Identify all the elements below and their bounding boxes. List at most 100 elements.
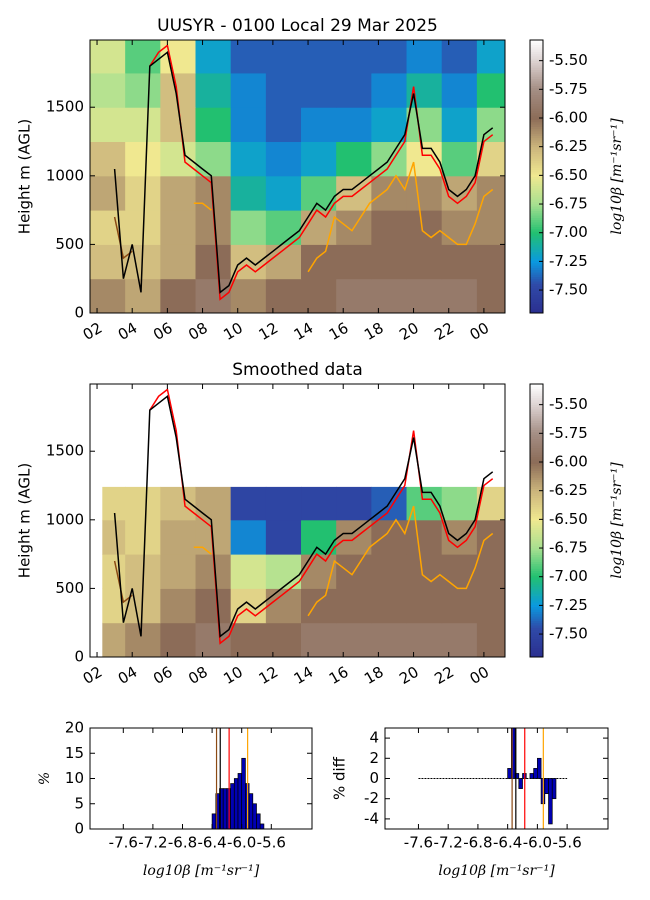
colorbar-step bbox=[530, 472, 543, 476]
colorbar-step bbox=[530, 108, 543, 111]
colorbar-step bbox=[530, 265, 543, 268]
colorbar-step bbox=[530, 206, 543, 209]
series-line bbox=[113, 50, 494, 294]
heat-cell bbox=[160, 622, 197, 658]
colorbar-step bbox=[530, 561, 543, 565]
colorbar-step bbox=[530, 641, 543, 644]
colorbar-step bbox=[530, 629, 543, 633]
heat-cell bbox=[195, 72, 232, 108]
x-tick-label: -5.6 bbox=[552, 834, 581, 852]
colorbar-step bbox=[530, 115, 543, 118]
colorbar-step bbox=[530, 588, 543, 592]
colorbar-step bbox=[530, 178, 543, 182]
heat-cell bbox=[336, 72, 372, 108]
colorbar-step bbox=[530, 413, 543, 417]
heat-cell bbox=[336, 141, 372, 177]
colorbar-step bbox=[530, 395, 543, 399]
series-line bbox=[193, 161, 494, 273]
x-tick-label: 16 bbox=[326, 663, 352, 688]
colorbar-step bbox=[530, 233, 543, 237]
colorbar-step bbox=[530, 142, 543, 146]
heat-cell bbox=[406, 244, 443, 280]
colorbar-tick-label: -7.25 bbox=[549, 252, 588, 270]
colorbar-step bbox=[530, 192, 543, 196]
colorbar-step bbox=[530, 475, 543, 478]
colorbar-step bbox=[530, 540, 543, 544]
hist-bar bbox=[241, 757, 246, 830]
y-tick-label: -4 bbox=[364, 809, 379, 827]
colorbar-step bbox=[530, 388, 543, 392]
colorbar-step bbox=[530, 538, 543, 542]
colorbar-step bbox=[530, 438, 543, 442]
colorbar-tick-label: -6.25 bbox=[549, 481, 588, 499]
colorbar-step bbox=[530, 584, 543, 587]
heat-cell bbox=[371, 519, 408, 555]
colorbar-step bbox=[530, 631, 543, 635]
colorbar-step bbox=[530, 301, 543, 305]
colorbar-step bbox=[530, 556, 543, 560]
heat-cell bbox=[301, 554, 337, 589]
x-tick-label: 16 bbox=[326, 319, 352, 344]
colorbar-step bbox=[530, 616, 543, 619]
y-axis-label: Height m (AGL) bbox=[16, 119, 34, 234]
colorbar-step bbox=[530, 652, 543, 656]
hist-bar bbox=[248, 793, 254, 830]
x-tick-label: 10 bbox=[220, 319, 246, 344]
hist-bar bbox=[237, 773, 243, 830]
colorbar-step bbox=[530, 515, 543, 519]
colorbar-step bbox=[530, 479, 543, 483]
x-tick-label: 18 bbox=[361, 319, 387, 344]
colorbar-step bbox=[530, 506, 543, 510]
heat-cell bbox=[441, 72, 478, 108]
colorbar-step bbox=[530, 520, 543, 524]
colorbar-step bbox=[530, 500, 543, 503]
heat-cell bbox=[160, 244, 197, 280]
hist-bar bbox=[230, 783, 235, 830]
x-tick-label: -6.0 bbox=[227, 834, 256, 852]
colorbar-step bbox=[530, 399, 543, 403]
colorbar-step bbox=[530, 144, 543, 148]
x-tick-label: 22 bbox=[431, 663, 457, 688]
x-tick-label: 18 bbox=[361, 663, 387, 688]
colorbar-tick-label: -5.75 bbox=[549, 80, 588, 98]
heat-cell bbox=[265, 622, 302, 658]
colorbar-step bbox=[530, 267, 543, 271]
series-line bbox=[193, 505, 494, 617]
heat-cell bbox=[160, 107, 197, 143]
colorbar-step bbox=[530, 201, 543, 205]
heat-cell bbox=[195, 107, 232, 143]
colorbar-step bbox=[530, 534, 543, 537]
colorbar-step bbox=[530, 297, 543, 300]
colorbar-step bbox=[530, 103, 543, 107]
colorbar-step bbox=[530, 92, 543, 95]
colorbar-step bbox=[530, 411, 543, 414]
heat-cell bbox=[230, 486, 267, 521]
colorbar-step bbox=[530, 497, 543, 501]
colorbar-step bbox=[530, 440, 543, 444]
heat-cell bbox=[406, 40, 443, 74]
hist-bar bbox=[548, 778, 553, 825]
colorbar-step bbox=[530, 101, 543, 105]
heat-cell bbox=[160, 519, 197, 555]
heat-cell bbox=[125, 175, 161, 211]
colorbar-step bbox=[530, 638, 543, 642]
colorbar-step bbox=[530, 126, 543, 130]
colorbar-step bbox=[530, 87, 543, 91]
colorbar-step bbox=[530, 572, 543, 576]
heat-cell bbox=[371, 175, 408, 211]
heat-cell bbox=[230, 278, 267, 314]
y-tick-label: 1500 bbox=[46, 98, 84, 116]
colorbar-step bbox=[530, 74, 543, 77]
colorbar-step bbox=[530, 581, 543, 585]
colorbar-step bbox=[530, 247, 543, 250]
x-tick-label: -5.6 bbox=[257, 834, 286, 852]
y-tick-label: 0 bbox=[74, 304, 84, 322]
y-tick-label: 5 bbox=[74, 794, 84, 812]
colorbar-step bbox=[530, 262, 543, 266]
colorbar-step bbox=[530, 622, 543, 626]
y-tick-label: 0 bbox=[74, 648, 84, 666]
hist-bar bbox=[537, 757, 542, 779]
heat-cell bbox=[125, 141, 161, 177]
colorbar-step bbox=[530, 481, 543, 485]
colorbar-step bbox=[530, 645, 543, 649]
